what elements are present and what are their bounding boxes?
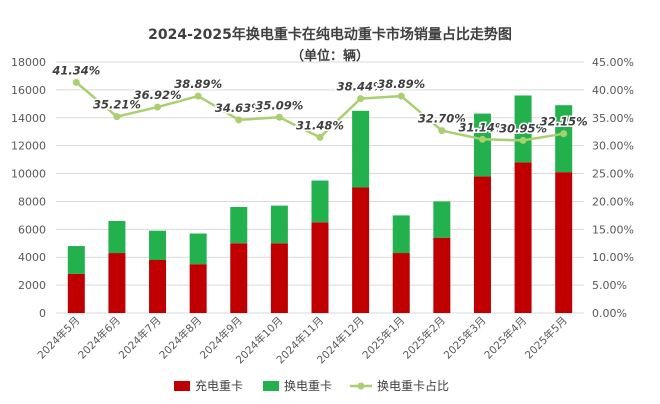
bar-charging bbox=[473, 176, 491, 313]
x-tick: 2024年6月 bbox=[75, 314, 123, 362]
bar-charging bbox=[514, 162, 532, 313]
bar-charging bbox=[311, 222, 329, 313]
data-label: 38.89% bbox=[174, 77, 222, 91]
legend-label: 换电重卡 bbox=[284, 379, 332, 393]
y-left-tick: 10000 bbox=[11, 168, 46, 181]
bar-swapping bbox=[149, 230, 167, 261]
bar-swapping bbox=[108, 220, 126, 254]
bar-charging bbox=[270, 243, 288, 313]
bar-swapping bbox=[352, 110, 370, 188]
line-point bbox=[72, 78, 80, 86]
x-tick: 2024年5月 bbox=[35, 314, 83, 362]
bar-charging bbox=[433, 237, 451, 313]
bar-swapping bbox=[311, 180, 329, 223]
legend-label: 充电重卡 bbox=[195, 378, 243, 393]
line-point bbox=[560, 130, 568, 138]
bar-charging bbox=[108, 253, 126, 313]
line-point bbox=[519, 136, 527, 144]
data-label: 32.15% bbox=[540, 115, 588, 129]
data-label: 31.48% bbox=[296, 118, 344, 132]
bar-charging bbox=[555, 172, 573, 313]
line-point bbox=[235, 116, 243, 124]
y-right-tick: 30.00% bbox=[592, 140, 634, 153]
bar-charging bbox=[67, 273, 85, 313]
line-point bbox=[397, 92, 405, 100]
y-right-tick: 25.00% bbox=[592, 168, 634, 181]
y-right-tick: 5.00% bbox=[592, 279, 627, 292]
bar-swapping bbox=[392, 215, 410, 254]
y-left-tick: 4000 bbox=[18, 251, 46, 264]
y-left-tick: 16000 bbox=[11, 84, 46, 97]
bar-charging bbox=[189, 264, 207, 313]
data-label: 32.70% bbox=[418, 112, 466, 126]
y-right-tick: 40.00% bbox=[592, 84, 634, 97]
line-point bbox=[275, 113, 283, 121]
bar-charging bbox=[392, 253, 410, 313]
legend-label: 换电重卡占比 bbox=[377, 378, 449, 393]
x-tick: 2024年7月 bbox=[116, 314, 164, 362]
y-right-tick: 20.00% bbox=[592, 195, 634, 208]
data-label: 35.09% bbox=[255, 98, 303, 112]
x-tick: 2024年8月 bbox=[157, 314, 205, 362]
line-point bbox=[357, 95, 365, 103]
y-left-tick: 0 bbox=[39, 307, 46, 320]
line-point bbox=[154, 103, 162, 111]
bar-swapping bbox=[473, 113, 491, 177]
data-label: 41.34% bbox=[51, 63, 100, 77]
y-left-tick: 2000 bbox=[18, 279, 46, 292]
data-label: 34.63% bbox=[215, 101, 263, 115]
x-tick: 2025年1月 bbox=[360, 314, 408, 362]
data-label: 35.21% bbox=[93, 98, 141, 112]
legend-swatch-swapping bbox=[263, 381, 279, 391]
bar-swapping bbox=[270, 205, 288, 244]
bar-charging bbox=[230, 243, 248, 313]
data-label: 30.95% bbox=[499, 121, 547, 135]
data-label: 31.14% bbox=[459, 120, 507, 134]
y-left-tick: 18000 bbox=[11, 56, 46, 69]
data-label: 36.92% bbox=[134, 88, 182, 102]
y-left-tick: 12000 bbox=[11, 140, 46, 153]
bar-swapping bbox=[514, 95, 532, 163]
y-right-tick: 35.00% bbox=[592, 112, 634, 125]
legend-swatch-share-point bbox=[357, 382, 365, 390]
data-label: 38.89% bbox=[377, 77, 425, 91]
chart-title: 2024-2025年换电重卡在纯电动重卡市场销量占比走势图 bbox=[148, 27, 512, 43]
line-point bbox=[478, 135, 486, 143]
line-point bbox=[438, 127, 446, 135]
y-right-tick: 15.00% bbox=[592, 223, 634, 236]
chart-subtitle: （单位：辆） bbox=[290, 49, 369, 64]
data-label: 38.44% bbox=[337, 80, 385, 94]
y-left-tick: 8000 bbox=[18, 195, 46, 208]
y-left-tick: 6000 bbox=[18, 223, 46, 236]
bar-charging bbox=[352, 187, 370, 313]
y-right-tick: 10.00% bbox=[592, 251, 634, 264]
y-left-tick: 14000 bbox=[11, 112, 46, 125]
bar-swapping bbox=[67, 246, 85, 274]
line-point bbox=[194, 92, 202, 100]
x-tick: 2025年2月 bbox=[400, 314, 448, 362]
legend-swatch-charging bbox=[174, 381, 190, 391]
y-right-tick: 0.00% bbox=[592, 307, 627, 320]
x-tick: 2025年5月 bbox=[522, 314, 570, 362]
bar-swapping bbox=[189, 233, 207, 265]
bar-swapping bbox=[555, 105, 573, 173]
y-right-tick: 45.00% bbox=[592, 56, 634, 69]
line-point bbox=[316, 133, 324, 141]
line-point bbox=[113, 113, 121, 121]
x-tick: 2025年4月 bbox=[482, 314, 530, 362]
bar-charging bbox=[149, 260, 167, 313]
x-tick: 2025年3月 bbox=[441, 314, 489, 362]
bar-swapping bbox=[433, 201, 451, 238]
bar-swapping bbox=[230, 207, 248, 244]
